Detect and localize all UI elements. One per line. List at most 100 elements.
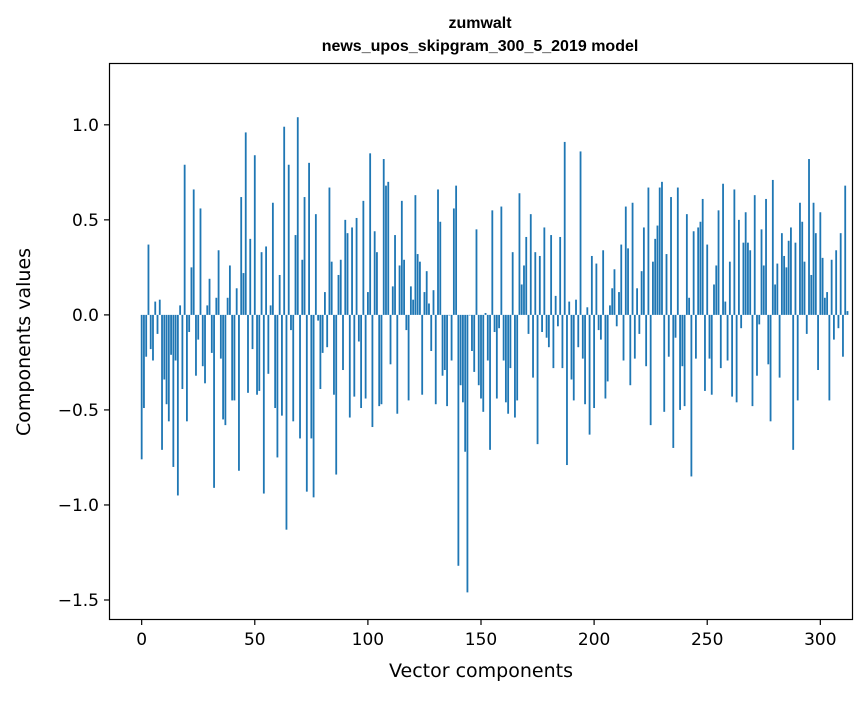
bar-component-189	[568, 301, 571, 315]
bar-component-288	[792, 314, 795, 450]
bar-component-75	[310, 314, 313, 439]
bar-component-113	[396, 314, 399, 414]
bar-component-310	[842, 314, 844, 357]
bar-component-219	[636, 288, 638, 315]
bar-component-128	[430, 314, 433, 351]
bar-component-209	[613, 269, 616, 315]
bar-component-78	[317, 314, 320, 321]
bar-component-68	[294, 235, 297, 315]
bar-component-153	[486, 314, 489, 361]
bar-component-176	[538, 255, 541, 315]
y-tick-label: 1.0	[72, 116, 99, 136]
bar-component-312	[846, 311, 849, 315]
bar-component-66	[290, 314, 292, 331]
x-tick-label: 250	[691, 630, 723, 650]
bar-component-166	[516, 314, 519, 401]
bar-component-228	[656, 225, 659, 315]
bar-component-61	[278, 274, 281, 315]
chart-title-line1: zumwalt	[448, 15, 512, 32]
bar-component-147	[473, 314, 476, 372]
bar-component-112	[394, 235, 396, 315]
bar-component-18	[181, 314, 184, 390]
bar-component-162	[507, 314, 510, 414]
bar-component-77	[314, 214, 317, 315]
bar-component-59	[274, 314, 277, 409]
bar-component-83	[328, 187, 331, 315]
bar-component-82	[326, 314, 329, 348]
bar-component-43	[238, 314, 240, 471]
y-tick-label: −0.5	[58, 401, 99, 421]
bar-component-104	[376, 252, 378, 315]
bar-component-108	[385, 185, 387, 315]
bar-component-278	[769, 314, 772, 422]
x-tick-label: 0	[136, 630, 147, 650]
bar-component-19	[183, 164, 186, 315]
bar-component-204	[602, 250, 605, 315]
bar-component-130	[434, 314, 437, 405]
bar-component-106	[380, 314, 383, 405]
bar-component-109	[387, 181, 390, 315]
bar-component-47	[247, 314, 249, 393]
bar-component-170	[525, 236, 528, 315]
bar-component-194	[579, 151, 582, 315]
bar-component-188	[566, 314, 568, 466]
bar-component-216	[629, 314, 632, 386]
bar-component-159	[500, 206, 503, 315]
bar-component-293	[803, 261, 806, 315]
bar-component-197	[586, 307, 589, 315]
bar-component-284	[783, 255, 786, 315]
bar-component-12	[167, 314, 170, 422]
bar-component-192	[575, 299, 577, 315]
bar-component-277	[767, 314, 770, 365]
bar-component-103	[373, 231, 376, 315]
y-tick-label: 0.0	[72, 306, 99, 326]
bar-component-23	[192, 189, 195, 315]
bar-component-79	[319, 314, 322, 390]
bar-component-123	[419, 261, 421, 315]
bar-component-137	[450, 314, 453, 361]
bar-component-196	[584, 314, 586, 405]
x-tick-label: 300	[804, 630, 836, 650]
bar-component-282	[778, 314, 781, 378]
bar-component-87	[337, 274, 340, 315]
bar-component-89	[342, 314, 344, 371]
bar-component-266	[742, 242, 745, 315]
bar-component-213	[622, 314, 625, 361]
bar-component-279	[771, 179, 774, 315]
bar-component-301	[821, 257, 824, 315]
bar-component-295	[808, 159, 810, 315]
bar-component-114	[398, 265, 401, 315]
bar-component-205	[604, 314, 607, 399]
bar-component-309	[839, 233, 842, 315]
bar-component-21	[188, 314, 191, 332]
bar-component-306	[833, 314, 835, 340]
x-tick-label: 100	[352, 630, 384, 650]
bar-component-142	[462, 314, 464, 403]
plot-frame	[108, 62, 854, 621]
bar-component-276	[765, 198, 767, 315]
bar-component-183	[554, 295, 557, 315]
bar-component-8	[158, 299, 161, 315]
bar-component-181	[550, 235, 553, 315]
bar-component-97	[360, 314, 363, 409]
bar-component-257	[722, 183, 724, 315]
bar-component-141	[459, 314, 462, 386]
bar-component-225	[649, 314, 652, 426]
bar-component-117	[405, 314, 408, 331]
bar-component-111	[391, 286, 394, 315]
bar-component-144	[466, 314, 469, 593]
bar-component-125	[423, 292, 426, 315]
bar-component-90	[344, 219, 347, 315]
bar-component-24	[195, 314, 197, 376]
bar-component-27	[201, 314, 204, 367]
bar-component-291	[799, 202, 801, 315]
bar-component-116	[403, 259, 405, 315]
bar-component-140	[457, 314, 460, 566]
bar-component-154	[489, 314, 491, 450]
bar-component-40	[231, 314, 234, 401]
bar-component-10	[163, 314, 166, 380]
bar-component-254	[715, 265, 718, 315]
bar-component-217	[631, 202, 634, 315]
bar-component-274	[760, 229, 763, 315]
